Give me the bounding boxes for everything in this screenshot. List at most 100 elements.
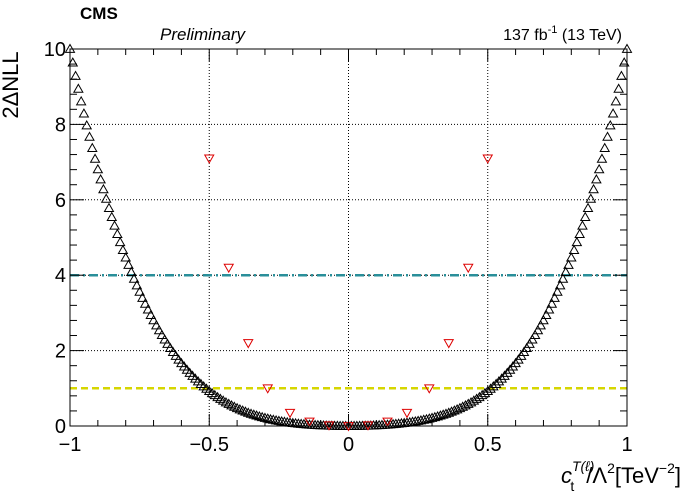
plot-frame (69, 48, 628, 427)
red-triangle-point (242, 339, 254, 349)
black-triangle-point (156, 329, 168, 339)
x-tick-label: 1 (621, 434, 632, 456)
black-triangle-point (150, 319, 162, 330)
black-triangle-point (234, 403, 246, 414)
black-triangle-point (568, 244, 580, 254)
black-triangle-point (501, 367, 513, 377)
red-triangle-point (482, 154, 494, 164)
black-triangle-point (256, 411, 268, 422)
black-triangle-point (270, 414, 282, 425)
black-triangle-point (231, 402, 243, 413)
black-triangle-point (610, 95, 622, 106)
black-triangle-point (460, 399, 471, 410)
black-triangle-point (602, 131, 613, 141)
black-triangle-point (604, 119, 616, 130)
black-triangle-point (137, 292, 148, 302)
black-triangle-point (487, 381, 499, 391)
black-triangle-point (251, 410, 262, 420)
red-triangle-point (284, 408, 296, 419)
black-triangle-point (493, 375, 505, 386)
black-triangle-point (67, 57, 79, 67)
black-triangle-point (128, 273, 140, 283)
black-triangle-point (577, 220, 588, 230)
black-triangle-point (248, 409, 260, 419)
black-triangle-point (560, 266, 572, 276)
black-triangle-point (588, 183, 599, 194)
y-tick-label: 2 (55, 341, 66, 363)
black-triangle-point (103, 202, 115, 213)
black-triangle-point (563, 259, 574, 269)
reference-lines (70, 273, 627, 390)
black-triangle-point (228, 401, 240, 411)
black-triangle-point (482, 385, 494, 396)
black-triangle-point (535, 319, 547, 330)
black-triangle-point (72, 83, 84, 93)
black-triangle-point (254, 410, 265, 421)
red-triangle-point (423, 384, 435, 394)
x-tick-label: −1 (59, 434, 82, 456)
black-triangle-point (164, 342, 176, 353)
y-tick-label: 4 (55, 265, 66, 287)
red-triangle-point (262, 384, 274, 394)
black-triangle-point (618, 57, 630, 67)
black-triangle-point (215, 393, 226, 403)
black-triangle-point (240, 406, 251, 416)
red-triangle-point (462, 263, 474, 274)
black-triangle-point (496, 373, 508, 383)
black-triangle-point (532, 324, 544, 335)
black-triangle-point (526, 334, 538, 344)
black-triangle-point (86, 142, 98, 152)
black-triangle-point (220, 396, 232, 407)
black-triangle-point (546, 298, 558, 308)
black-triangle-point (596, 153, 608, 163)
y-tick-label: 0 (55, 416, 66, 438)
black-triangle-point (159, 334, 171, 344)
black-triangle-point (78, 108, 90, 118)
black-triangle-point (571, 236, 583, 247)
black-triangle-point (265, 413, 276, 424)
black-triangle-point (217, 395, 229, 405)
preliminary-label: Preliminary (160, 25, 247, 44)
black-triangle-point (490, 378, 502, 388)
black-triangle-point (109, 220, 120, 230)
black-triangle-point (607, 108, 619, 118)
black-triangle-point (95, 174, 106, 184)
black-triangle-point (557, 273, 569, 283)
y-tick-label: 10 (44, 39, 66, 61)
black-triangle-point (499, 370, 510, 380)
luminosity-label: 137 fb-1 (13 TeV) (503, 24, 622, 44)
black-triangle-point (114, 236, 126, 247)
black-triangle-point (209, 389, 221, 400)
black-triangle-point (529, 329, 541, 339)
red-triangle-point (401, 408, 413, 419)
black-triangle-point (613, 83, 625, 93)
x-tick-label: −0.5 (190, 434, 229, 456)
red-triangle-point (443, 339, 455, 349)
black-triangle-point (242, 407, 254, 417)
black-triangle-point (262, 413, 274, 423)
black-triangle-point (465, 396, 477, 407)
black-triangle-point (142, 304, 154, 314)
black-triangle-point (543, 304, 555, 314)
black-triangle-point (582, 202, 594, 213)
black-triangle-point (100, 193, 112, 203)
black-triangle-point (565, 252, 577, 262)
black-triangle-point (457, 401, 469, 411)
black-triangle-point (593, 163, 605, 174)
red-triangle-point (382, 417, 393, 427)
black-triangle-point (616, 70, 627, 80)
black-triangle-point (75, 95, 87, 106)
black-triangle-point (111, 228, 123, 239)
black-triangle-point (579, 211, 591, 221)
black-triangle-point (131, 280, 143, 290)
black-triangle-point (145, 309, 157, 319)
black-triangle-point (125, 266, 137, 276)
x-axis-label: cT(ℓ) t/Λ2[TeV−2] (561, 458, 681, 494)
black-triangle-point (538, 314, 549, 325)
black-triangle-point (84, 131, 95, 141)
y-axis-label: 2ΔNLL (0, 51, 23, 118)
black-triangle-point (226, 399, 237, 410)
black-triangle-point (549, 292, 560, 302)
black-triangle-point (552, 286, 563, 296)
red-triangle-point (223, 263, 235, 274)
